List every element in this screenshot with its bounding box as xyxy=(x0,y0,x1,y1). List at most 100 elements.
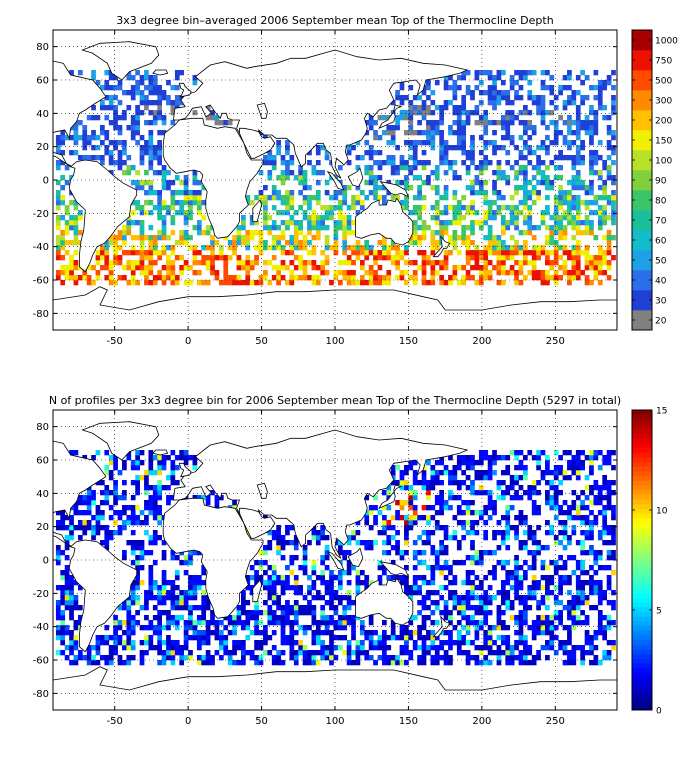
bin-cell xyxy=(562,120,568,126)
bin-cell xyxy=(580,80,585,86)
bin-cell xyxy=(421,575,427,581)
bin-cell xyxy=(412,270,418,276)
bin-cell xyxy=(307,600,312,606)
bin-cell xyxy=(465,510,471,516)
bin-cell xyxy=(285,600,290,606)
bin-cell xyxy=(210,660,215,666)
colorbar-swatch xyxy=(632,686,652,692)
bin-cell xyxy=(602,205,608,211)
bin-cell xyxy=(377,265,383,271)
bin-cell xyxy=(509,660,515,666)
bin-cell xyxy=(135,540,140,546)
bin-cell xyxy=(439,470,444,476)
bin-cell xyxy=(465,205,471,211)
bin-cell xyxy=(302,650,308,656)
bin-cell xyxy=(531,275,537,281)
bin-cell xyxy=(448,275,453,281)
bin-cell xyxy=(514,185,519,191)
bin-cell xyxy=(474,265,480,271)
bin-cell xyxy=(496,635,502,641)
bin-cell xyxy=(122,495,127,501)
bin-cell xyxy=(465,110,471,116)
bin-cell xyxy=(439,480,444,486)
bin-cell xyxy=(60,635,66,641)
bin-cell xyxy=(382,280,387,286)
bin-cell xyxy=(558,610,563,616)
bin-cell xyxy=(443,155,449,161)
bin-cell xyxy=(64,545,70,551)
bin-cell xyxy=(558,275,563,281)
bin-cell xyxy=(285,585,290,591)
bin-cell xyxy=(320,595,326,601)
bin-cell xyxy=(174,570,180,576)
bin-cell xyxy=(126,105,132,111)
bin-cell xyxy=(126,600,132,606)
bin-cell xyxy=(122,510,127,516)
bin-cell xyxy=(575,75,581,81)
bin-cell xyxy=(346,270,352,276)
bin-cell xyxy=(558,585,563,591)
bin-cell xyxy=(496,210,502,216)
bin-cell xyxy=(492,460,497,466)
bin-cell xyxy=(170,615,176,621)
bin-cell xyxy=(545,260,550,266)
bin-cell xyxy=(298,275,303,281)
bin-cell xyxy=(166,170,171,176)
bin-cell xyxy=(575,110,581,116)
bin-cell xyxy=(536,160,541,166)
y-tick-label: 80 xyxy=(36,422,49,433)
bin-cell xyxy=(183,450,189,456)
bin-cell xyxy=(276,535,281,541)
bin-cell xyxy=(483,615,489,621)
bin-cell xyxy=(223,280,229,286)
bin-cell xyxy=(478,115,484,121)
bin-cell xyxy=(130,530,136,536)
bin-cell xyxy=(575,245,581,251)
bin-cell xyxy=(218,280,224,286)
bin-cell xyxy=(426,645,431,651)
bin-cell xyxy=(293,230,299,236)
bin-cell xyxy=(267,635,273,641)
bin-cell xyxy=(130,600,136,606)
bin-cell xyxy=(589,140,594,146)
bin-cell xyxy=(461,240,467,246)
bin-cell xyxy=(540,115,546,121)
bin-cell xyxy=(549,630,555,636)
bin-cell xyxy=(540,215,546,221)
bin-cell xyxy=(461,510,467,516)
bin-cell xyxy=(452,85,458,91)
bin-cell xyxy=(232,620,237,626)
bin-cell xyxy=(465,590,471,596)
bin-cell xyxy=(377,195,383,201)
bin-cell xyxy=(492,570,497,576)
bin-cell xyxy=(122,230,127,236)
bin-cell xyxy=(558,235,563,241)
bin-cell xyxy=(258,240,264,246)
colorbar-swatch xyxy=(632,663,652,669)
bin-cell xyxy=(602,635,608,641)
bin-cell xyxy=(562,155,568,161)
bin-cell xyxy=(518,185,524,191)
bin-cell xyxy=(474,280,480,286)
bin-cell xyxy=(157,610,162,616)
bin-cell xyxy=(584,95,590,101)
bin-cell xyxy=(254,575,259,581)
bin-cell xyxy=(443,195,449,201)
colorbar-label: 60 xyxy=(655,237,667,247)
bin-cell xyxy=(531,585,537,591)
bin-cell xyxy=(549,110,555,116)
bin-cell xyxy=(254,655,259,661)
bin-cell xyxy=(174,75,180,81)
bin-cell xyxy=(280,540,286,546)
bin-cell xyxy=(144,485,149,491)
bin-cell xyxy=(166,625,171,631)
bin-cell xyxy=(518,615,524,621)
bin-cell xyxy=(465,120,471,126)
bin-cell xyxy=(382,255,387,261)
bin-cell xyxy=(505,530,511,536)
bin-cell xyxy=(487,160,493,166)
bin-cell xyxy=(518,545,524,551)
bin-cell xyxy=(575,450,581,456)
bin-cell xyxy=(144,200,149,206)
bin-cell xyxy=(536,620,541,626)
